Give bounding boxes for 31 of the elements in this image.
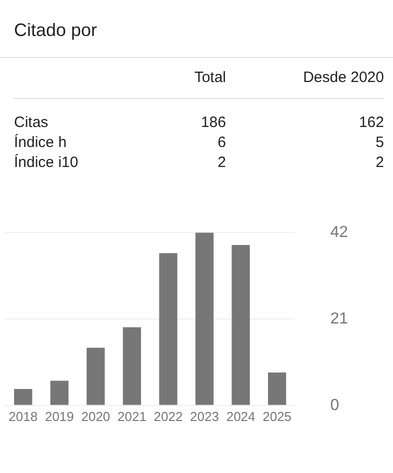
x-tick-label: 2019: [44, 408, 74, 424]
bar: [50, 380, 68, 405]
text: Citas: [14, 113, 50, 133]
bar: [232, 244, 250, 405]
text: 2: [374, 153, 384, 173]
x-tick-label: 2021: [118, 408, 146, 424]
x-tick-label: 2025: [262, 408, 292, 424]
text: 5: [374, 133, 384, 153]
text: 2: [216, 153, 226, 173]
bar: [195, 232, 214, 405]
x-tick-label: 2018: [8, 408, 38, 424]
text: 162: [358, 113, 384, 133]
text: 186: [200, 113, 226, 133]
bar: [14, 388, 32, 405]
y-tick-label: 0: [330, 396, 340, 414]
text: Total: [144, 58, 226, 99]
x-tick-label: 2020: [81, 408, 110, 424]
bar: [268, 372, 286, 405]
y-tick-label: 42: [330, 224, 348, 242]
bar: [159, 253, 178, 405]
y-tick-label: 21: [330, 310, 348, 328]
x-tick-label: 2022: [154, 408, 183, 424]
text: Índice h: [14, 133, 68, 153]
bar: [122, 327, 142, 405]
text: 6: [216, 133, 226, 153]
x-tick-label: 2024: [226, 408, 256, 424]
bar: [86, 348, 105, 405]
text: Desde 2020: [226, 58, 384, 99]
text: Índice i10: [14, 153, 80, 173]
chart-title: Citado por: [0, 0, 393, 58]
x-tick-label: 2023: [190, 408, 219, 424]
